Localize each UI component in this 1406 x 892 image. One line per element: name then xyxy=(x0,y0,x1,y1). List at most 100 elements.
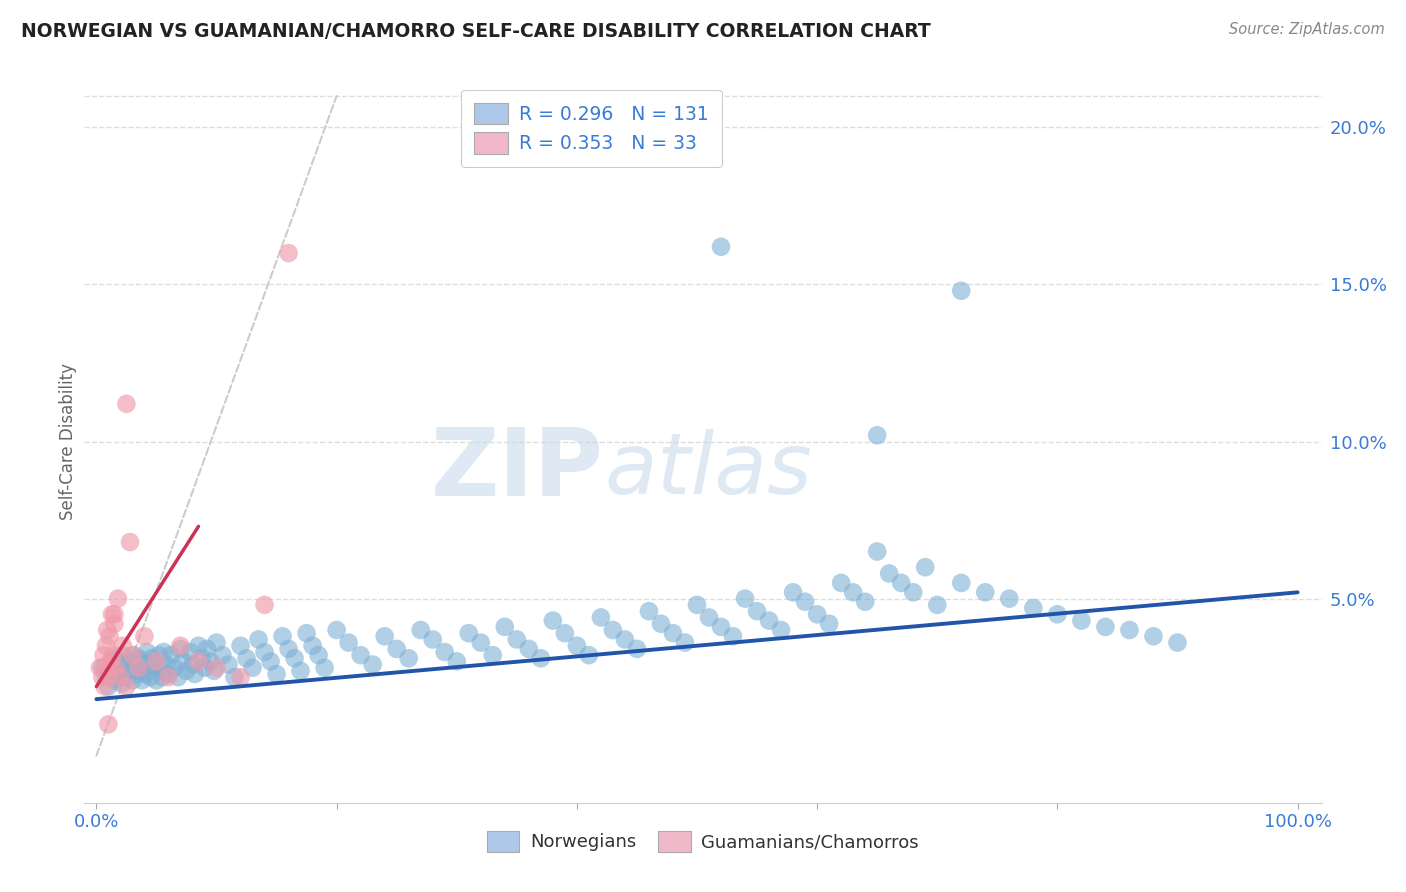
Point xyxy=(205,661,228,675)
Point xyxy=(927,598,949,612)
Point xyxy=(229,639,252,653)
Point xyxy=(163,661,186,675)
Point xyxy=(409,623,432,637)
Point xyxy=(104,651,127,665)
Point xyxy=(91,670,114,684)
Point xyxy=(155,657,177,672)
Point xyxy=(134,655,156,669)
Point xyxy=(169,641,191,656)
Point xyxy=(589,610,612,624)
Point xyxy=(517,641,540,656)
Point xyxy=(187,639,209,653)
Point xyxy=(112,661,135,675)
Point xyxy=(121,648,143,662)
Point xyxy=(422,632,444,647)
Point xyxy=(191,651,214,665)
Point xyxy=(673,635,696,649)
Point xyxy=(325,623,347,637)
Point xyxy=(950,575,973,590)
Point xyxy=(494,620,516,634)
Point xyxy=(259,655,281,669)
Point xyxy=(172,655,194,669)
Point xyxy=(96,623,118,637)
Y-axis label: Self-Care Disability: Self-Care Disability xyxy=(59,363,77,520)
Point xyxy=(626,641,648,656)
Point xyxy=(314,661,336,675)
Point xyxy=(662,626,685,640)
Point xyxy=(118,664,141,678)
Point xyxy=(139,670,162,684)
Point xyxy=(124,661,146,675)
Point xyxy=(97,680,120,694)
Point xyxy=(141,651,163,665)
Point xyxy=(1094,620,1116,634)
Text: Source: ZipAtlas.com: Source: ZipAtlas.com xyxy=(1229,22,1385,37)
Point xyxy=(242,661,264,675)
Point xyxy=(253,598,276,612)
Point xyxy=(104,661,127,675)
Point xyxy=(650,616,672,631)
Point xyxy=(143,661,166,675)
Point xyxy=(770,623,793,637)
Point xyxy=(385,641,408,656)
Point xyxy=(152,670,174,684)
Point xyxy=(103,616,125,631)
Point xyxy=(877,566,900,581)
Point xyxy=(138,657,160,672)
Point xyxy=(1046,607,1069,622)
Point xyxy=(103,664,125,678)
Point xyxy=(253,645,276,659)
Point xyxy=(290,664,312,678)
Point xyxy=(93,648,115,662)
Point xyxy=(200,655,222,669)
Point xyxy=(94,661,117,675)
Point xyxy=(565,639,588,653)
Point xyxy=(195,641,218,656)
Legend: Norwegians, Guamanians/Chamorros: Norwegians, Guamanians/Chamorros xyxy=(479,823,927,859)
Point xyxy=(602,623,624,637)
Point xyxy=(193,661,215,675)
Point xyxy=(721,629,744,643)
Point xyxy=(374,629,396,643)
Text: NORWEGIAN VS GUAMANIAN/CHAMORRO SELF-CARE DISABILITY CORRELATION CHART: NORWEGIAN VS GUAMANIAN/CHAMORRO SELF-CAR… xyxy=(21,22,931,41)
Point xyxy=(127,661,149,675)
Point xyxy=(446,655,468,669)
Point xyxy=(152,645,174,659)
Point xyxy=(277,246,299,260)
Point xyxy=(91,661,114,675)
Point xyxy=(107,667,129,681)
Point xyxy=(110,676,132,690)
Point xyxy=(541,614,564,628)
Point xyxy=(470,635,492,649)
Point xyxy=(115,680,138,694)
Point xyxy=(118,535,141,549)
Point xyxy=(229,670,252,684)
Point xyxy=(842,585,865,599)
Point xyxy=(697,610,720,624)
Point xyxy=(530,651,553,665)
Point xyxy=(782,585,804,599)
Point xyxy=(125,667,148,681)
Point xyxy=(578,648,600,662)
Point xyxy=(218,657,240,672)
Point xyxy=(111,639,134,653)
Point xyxy=(758,614,780,628)
Point xyxy=(1142,629,1164,643)
Point xyxy=(131,673,153,688)
Point xyxy=(734,591,756,606)
Point xyxy=(94,670,117,684)
Point xyxy=(181,657,204,672)
Point xyxy=(247,632,270,647)
Point xyxy=(101,607,124,622)
Point xyxy=(94,680,117,694)
Point xyxy=(806,607,828,622)
Point xyxy=(914,560,936,574)
Point xyxy=(89,661,111,675)
Point xyxy=(1070,614,1092,628)
Point xyxy=(157,667,180,681)
Point xyxy=(103,648,125,662)
Point xyxy=(98,629,121,643)
Point xyxy=(350,648,373,662)
Point xyxy=(818,616,841,631)
Point xyxy=(295,626,318,640)
